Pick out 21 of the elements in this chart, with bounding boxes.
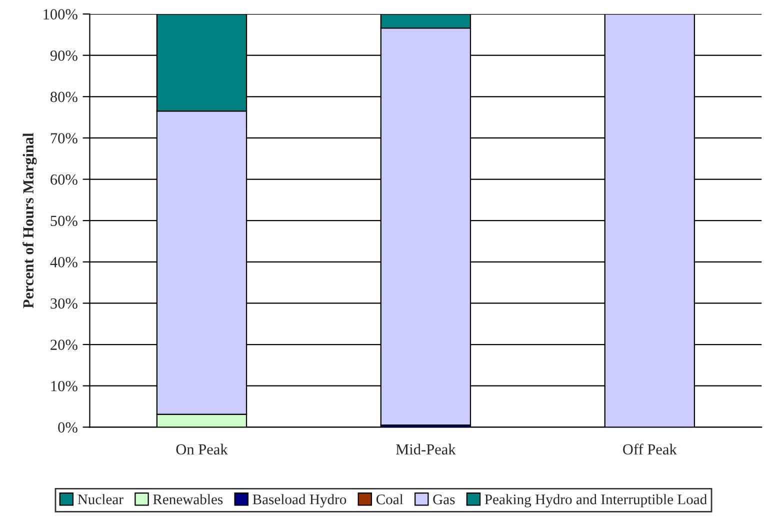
legend-label: Nuclear	[78, 494, 124, 504]
y-tick-label: 80%	[50, 92, 78, 102]
y-tick-label: 40%	[50, 257, 78, 268]
legend-label: Peaking Hydro and Interruptible Load	[484, 494, 707, 508]
legend-label: Coal	[376, 494, 404, 504]
legend-label: Gas	[433, 494, 455, 504]
y-tick-label: 90%	[50, 50, 78, 61]
y-tick-label: 30%	[50, 298, 78, 309]
x-tick-label: Off Peak	[623, 444, 677, 455]
legend-label: Baseload Hydro	[252, 494, 346, 508]
y-tick-label: 20%	[50, 340, 78, 350]
x-tick-label: On Peak	[176, 444, 228, 455]
y-tick-label: 0%	[58, 422, 78, 433]
x-tick-label: Mid-Peak	[396, 444, 456, 455]
y-tick-label: 10%	[51, 380, 78, 392]
y-tick-label: 70%	[50, 133, 78, 144]
legend-label: Renewables	[153, 494, 223, 504]
y-tick-label: 50%	[50, 216, 78, 226]
y-tick-label: 60%	[50, 174, 78, 185]
y-axis-title: Percent of Hours Marginal	[22, 132, 37, 308]
y-tick-label: 100%	[44, 9, 78, 20]
